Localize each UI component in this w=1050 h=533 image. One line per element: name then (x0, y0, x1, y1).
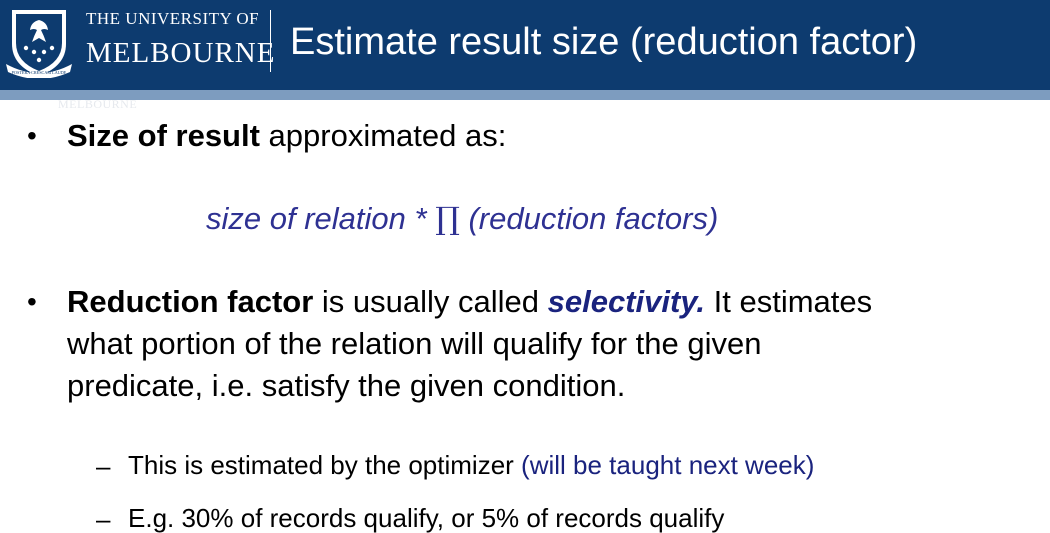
header-divider (270, 10, 271, 72)
subbullet-marker: – (96, 451, 111, 481)
bullet-marker: • (27, 286, 37, 317)
university-name-line1: THE UNIVERSITY OF (86, 9, 260, 28)
subbullet-marker: – (96, 504, 111, 533)
bullet-marker: • (27, 120, 37, 151)
bullet-reduction-factor-line2: what portion of the relation will qualif… (67, 326, 762, 361)
header-stripe (0, 90, 1050, 100)
bullet-size-of-result: Size of result approximated as: (67, 118, 506, 154)
product-symbol-icon: ∏ (435, 201, 460, 237)
bullet-bold-term: Size of result (67, 118, 260, 153)
subbullet-text: This is estimated by the optimizer (128, 450, 522, 480)
bullet-reduction-factor-line1: Reduction factor is usually called selec… (67, 284, 872, 320)
ghost-wordmark: MELBOURNE (58, 97, 138, 111)
university-crest-icon: POSTERA CRESCAM LAUDE (6, 10, 72, 78)
bullet-bold-term: Reduction factor (67, 284, 314, 319)
bullet-text: It estimates (705, 284, 873, 319)
bullet-reduction-factor-line3: predicate, i.e. satisfy the given condit… (67, 368, 626, 403)
subbullet-example: E.g. 30% of records qualify, or 5% of re… (128, 503, 725, 533)
slide-title: Estimate result size (reduction factor) (290, 21, 918, 63)
selectivity-term: selectivity. (547, 284, 706, 319)
header-bar: POSTERA CRESCAM LAUDE THE UNIVERSITY OF … (0, 0, 1050, 90)
formula-right: (reduction factors) (459, 201, 719, 236)
formula: size of relation * ∏ (reduction factors) (206, 201, 718, 237)
subbullet-optimizer: This is estimated by the optimizer (will… (128, 450, 814, 481)
bullet-text: is usually called (313, 284, 548, 319)
crest-motto: POSTERA CRESCAM LAUDE (12, 70, 67, 75)
bullet-text: approximated as: (259, 118, 507, 153)
subbullet-note: (will be taught next week) (521, 450, 815, 480)
university-name-line2: MELBOURNE (86, 37, 276, 69)
formula-left: size of relation * (206, 201, 436, 236)
